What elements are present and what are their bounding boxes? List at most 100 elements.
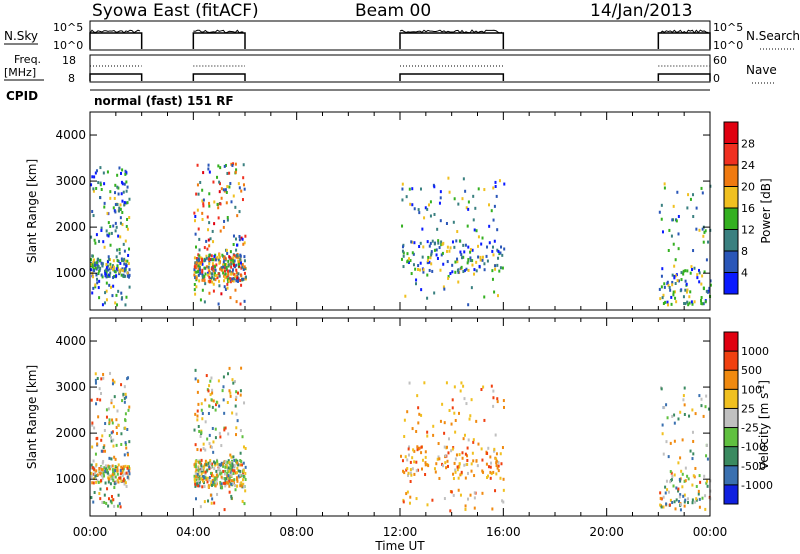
velocity-cell-316 — [230, 479, 233, 483]
velocity-cell-757 — [473, 474, 476, 478]
velocity-cell-765 — [454, 430, 457, 434]
power-cell-279 — [198, 248, 201, 252]
velocity-cell-1021 — [687, 501, 690, 505]
velocity-cell-339 — [241, 473, 244, 477]
velocity-cell-732 — [467, 497, 470, 501]
power-cell-590 — [232, 259, 235, 263]
velocity-cell-840 — [491, 507, 494, 511]
velocity-cell-1019 — [686, 474, 689, 478]
velocity-cell-255 — [96, 442, 99, 446]
power-cell-531 — [239, 279, 242, 283]
velocity-cell-286 — [227, 459, 230, 463]
power-cell-654 — [220, 268, 223, 272]
power-cell-869 — [457, 280, 460, 284]
power-cell-716 — [442, 262, 445, 266]
power-cell-935 — [677, 232, 680, 236]
power-cell-410 — [216, 175, 219, 179]
power-cell-958 — [701, 191, 704, 195]
power-cell-785 — [491, 269, 494, 273]
velocity-cell-37 — [113, 380, 116, 384]
velocity-cell-90 — [112, 405, 115, 409]
velocity-cell-370 — [198, 475, 201, 479]
velocity-cell-936 — [667, 490, 670, 494]
power-cell-435 — [232, 261, 235, 265]
velocity-cell-943 — [677, 417, 680, 421]
velocity-cell-430 — [234, 488, 237, 492]
velocity-cell-576 — [244, 446, 247, 450]
power-cell-1 — [117, 234, 120, 238]
power-cell-301 — [218, 284, 221, 288]
velocity-cell-575 — [225, 465, 228, 469]
velocity-cell-113 — [110, 435, 113, 439]
power-cell-962 — [672, 293, 675, 297]
power-cell-657 — [224, 272, 227, 276]
power-cell-318 — [207, 271, 210, 275]
power-cell-852 — [488, 224, 491, 228]
power-cell-234 — [116, 258, 119, 262]
power-cell-233 — [119, 221, 122, 225]
velocity-cell-26 — [121, 471, 124, 475]
power-cell-1005 — [670, 295, 673, 299]
power-cell-583 — [233, 259, 236, 263]
velocity-cell-937 — [688, 414, 691, 418]
velocity-cell-690 — [454, 457, 457, 461]
power-cell-351 — [196, 163, 199, 167]
power-cell-1034 — [666, 280, 669, 284]
velocity-cell-751 — [402, 500, 405, 504]
power-cell-720 — [496, 228, 499, 232]
velocity-cell-428 — [200, 472, 203, 476]
velocity-cell-315 — [198, 484, 201, 488]
nsky-trace — [89, 29, 711, 49]
velocity-cell-352 — [210, 471, 213, 475]
power-cell-292 — [229, 280, 232, 284]
power-cell-573 — [211, 280, 214, 284]
velocity-cell-92 — [123, 400, 126, 404]
power-cell-486 — [240, 274, 243, 278]
velocity-cell-1004 — [682, 394, 685, 398]
power-cell-745 — [491, 245, 494, 249]
power-cell-996 — [675, 300, 678, 304]
power-cell-352 — [202, 204, 205, 208]
power-cell-973 — [673, 290, 676, 294]
power-cell-569 — [201, 268, 204, 272]
power-cell-949 — [685, 290, 688, 294]
power-cell-842 — [475, 229, 478, 233]
velocity-cell-857 — [454, 470, 457, 474]
power-cell-738 — [463, 269, 466, 273]
power-cell-168 — [91, 291, 94, 295]
power-cell-308 — [197, 192, 200, 196]
velocity-cell-1037 — [684, 498, 687, 502]
velocity-cell-900 — [415, 469, 418, 473]
velocity-cell-460 — [232, 455, 235, 459]
velocity-cell-604 — [228, 479, 231, 483]
velocity-cell-402 — [223, 477, 226, 481]
power-cell-823 — [441, 242, 444, 246]
power-cell-3 — [124, 259, 127, 263]
power-cell-898 — [479, 258, 482, 262]
velocity-cell-796 — [468, 417, 471, 421]
velocity-cell-1024 — [697, 489, 700, 493]
velocity-colorbar-swatch-6 — [724, 446, 738, 467]
power-cell-374 — [202, 202, 205, 206]
velocity-cell-586 — [220, 471, 223, 475]
velocity-cell-182 — [105, 466, 108, 470]
power-cell-742 — [447, 276, 450, 280]
power-cell-624 — [214, 274, 217, 278]
power-cell-361 — [225, 190, 228, 194]
velocity-cell-163 — [114, 464, 117, 468]
velocity-cell-882 — [464, 507, 467, 511]
power-cell-802 — [458, 239, 461, 243]
power-cell-908 — [443, 287, 446, 291]
velocity-cell-818 — [408, 445, 411, 449]
power-cell-213 — [115, 274, 118, 278]
nsky-window-0 — [89, 32, 143, 49]
power-cell-278 — [226, 282, 229, 286]
power-cell-719 — [470, 286, 473, 290]
velocity-cell-793 — [459, 389, 462, 393]
power-cell-981 — [669, 288, 672, 292]
power-cell-7 — [103, 201, 106, 205]
velocity-cell-843 — [458, 462, 461, 466]
velocity-cell-238 — [112, 438, 115, 442]
power-cell-255 — [94, 283, 97, 287]
power-cell-578 — [227, 259, 230, 263]
